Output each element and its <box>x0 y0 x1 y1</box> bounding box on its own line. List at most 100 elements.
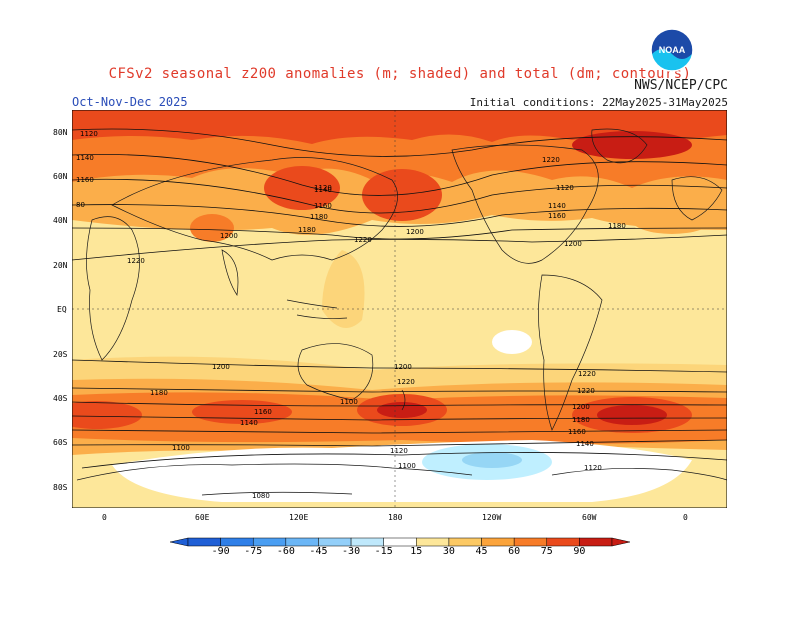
contour-label: 1180 <box>608 222 626 230</box>
contour-label: 1120 <box>390 447 408 455</box>
contour-label: 1200 <box>406 228 424 236</box>
lon-label: 60W <box>582 513 597 522</box>
contour-label: 1220 <box>397 378 415 386</box>
colorbar-label: 15 <box>410 546 423 557</box>
lon-label: 60E <box>195 513 210 522</box>
colorbar-cell <box>416 537 450 547</box>
lat-label: 60S <box>53 438 68 447</box>
contour-label: 1140 <box>576 440 594 448</box>
contour-label: 1160 <box>568 428 586 436</box>
colorbar-label: -45 <box>309 546 328 557</box>
contour-label: 1220 <box>127 257 145 265</box>
contour-label: 1180 <box>572 416 590 424</box>
contour-label: 1160 <box>548 212 566 220</box>
contours <box>72 128 727 496</box>
colorbar-label: 45 <box>475 546 488 557</box>
colorbar-label: -60 <box>276 546 295 557</box>
contour-label: 1220 <box>542 156 560 164</box>
colorbar-label: -15 <box>374 546 393 557</box>
north-anomaly-90 <box>572 131 692 159</box>
contour-label: 1140 <box>548 202 566 210</box>
contour-label: 1180 <box>150 389 168 397</box>
lon-label: 120E <box>289 513 309 522</box>
lat-label: 80S <box>53 483 68 492</box>
contour-labels: 1120 1140 1160 80 1180 1200 1220 1200 12… <box>76 130 626 500</box>
lat-label: 20S <box>53 350 68 359</box>
anomaly-blob <box>264 166 340 210</box>
contour-label: 1220 <box>578 370 596 378</box>
tropical-blob <box>322 250 365 328</box>
contour-label: 1160 <box>76 176 94 184</box>
neg-anomaly-30 <box>462 452 522 468</box>
colorbar-cell <box>318 537 352 547</box>
colorbar-cell <box>448 537 482 547</box>
contour-label: 1140 <box>240 419 258 427</box>
contour-label: 1120 <box>584 464 602 472</box>
lat-label: 80N <box>53 128 68 137</box>
chart-title: CFSv2 seasonal z200 anomalies (m; shaded… <box>108 66 692 82</box>
contour-label: 1160 <box>254 408 272 416</box>
colorbar-label: 30 <box>442 546 455 557</box>
initial-conditions-label: Initial conditions: 22May2025-31May2025 <box>469 96 728 109</box>
neutral-patch <box>492 330 532 354</box>
lat-label: 40S <box>53 394 68 403</box>
colorbar-label: -30 <box>342 546 361 557</box>
colorbar-cell <box>350 537 384 547</box>
anomaly-blob <box>362 169 442 221</box>
contour-label: 1200 <box>220 232 238 240</box>
contour-label: 1180 <box>298 226 316 234</box>
contour-label: 1140 <box>76 154 94 162</box>
lon-label: 120W <box>482 513 502 522</box>
season-label: Oct-Nov-Dec 2025 <box>72 95 188 109</box>
coastlines <box>76 128 727 481</box>
colorbar-cell <box>481 537 515 547</box>
tropical-band <box>72 256 727 340</box>
lon-label: 0 <box>683 513 688 522</box>
contour-label: 1120 <box>556 184 574 192</box>
colorbar-label: 60 <box>508 546 521 557</box>
z200-anomaly-map: 1120 1140 1160 80 1180 1200 1220 1200 12… <box>72 110 727 508</box>
anomaly-blob <box>190 214 234 242</box>
contour-label: 1220 <box>577 387 595 395</box>
colorbar-label: 90 <box>573 546 586 557</box>
logo-text: NOAA <box>659 45 686 55</box>
colorbar-labels: -90 -75 -60 -45 -30 -15 15 30 45 60 75 90 <box>170 546 630 560</box>
lon-label: 180 <box>388 513 403 522</box>
lat-label: 20N <box>53 261 68 270</box>
colorbar-cell <box>252 537 287 547</box>
contour-label: 80 <box>76 201 85 209</box>
contour-label: 1100 <box>172 444 190 452</box>
colorbar-cell <box>220 537 254 547</box>
lat-label: EQ <box>57 305 67 314</box>
colorbar <box>170 537 630 547</box>
lon-label: 0 <box>102 513 107 522</box>
anomaly-blob <box>632 206 712 234</box>
contour-label: 1100 <box>398 462 416 470</box>
graticule <box>72 110 727 508</box>
contour-label: 1080 <box>252 492 270 500</box>
contour-label: 1120 <box>314 184 332 192</box>
anomaly-blob <box>597 405 667 425</box>
agency-label: NWS/NCEP/CPC <box>634 78 728 93</box>
lat-label: 40N <box>53 216 68 225</box>
colorbar-cell <box>579 537 613 547</box>
colorbar-arrow-right <box>611 537 630 547</box>
lat-label: 60N <box>53 172 68 181</box>
anomaly-blob <box>72 401 142 429</box>
noaa-logo: NOAA <box>650 28 694 72</box>
contour-label: 1180 <box>310 213 328 221</box>
contour-label: 1120 <box>80 130 98 138</box>
contour-label: 1100 <box>340 398 358 406</box>
colorbar-cell <box>187 537 221 547</box>
contour-label: 1140 <box>314 186 332 194</box>
north-anomaly-75 <box>72 110 727 150</box>
contour-label: 1200 <box>394 363 412 371</box>
colorbar-cell <box>546 537 580 547</box>
colorbar-label: -90 <box>211 546 230 557</box>
contour-label: 1200 <box>212 363 230 371</box>
contour-label: 1200 <box>572 403 590 411</box>
colorbar-label: -75 <box>244 546 263 557</box>
colorbar-cell <box>383 537 417 547</box>
contour-label: 1220 <box>354 236 372 244</box>
colorbar-cell <box>513 537 548 547</box>
